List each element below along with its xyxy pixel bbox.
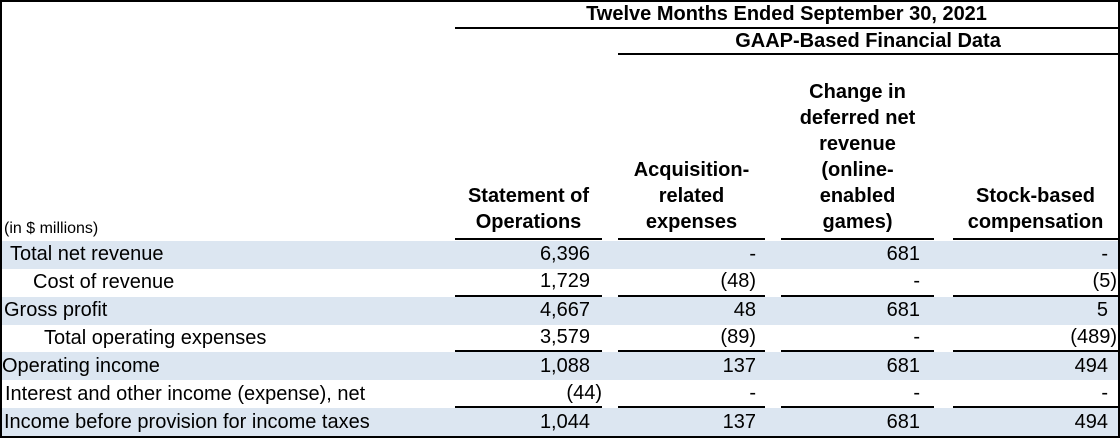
cell-value: - (618, 380, 765, 409)
cell-value: 681 (886, 243, 920, 266)
cell-value: 137 (722, 410, 756, 433)
cell-value: 1,044 (539, 410, 590, 433)
cell-value: 4,667 (539, 299, 590, 322)
cell-value: - (781, 325, 934, 353)
cell-value: - (953, 380, 1118, 409)
cell-value: 681 (886, 410, 920, 433)
cell-value: 681 (886, 299, 920, 322)
row-operating-income: Operating income 1,088 137 681 494 (0, 352, 1120, 381)
cell-value: 48 (733, 299, 756, 322)
cell-value: (489) (953, 325, 1118, 353)
cell-value: 494 (1074, 354, 1108, 377)
row-cost-of-revenue: Cost of revenue 1,729 (48) - (5) (0, 269, 1120, 297)
row-total-operating-expenses: Total operating expenses 3,579 (89) - (4… (0, 325, 1120, 353)
period-header: Twelve Months Ended September 30, 2021 (455, 2, 1118, 29)
row-label: Income before provision for income taxes (4, 410, 370, 433)
table-body: Total net revenue 6,396 - 681 - Cost of … (0, 241, 1120, 437)
cell-value: - (749, 243, 756, 266)
row-label: Operating income (2, 354, 160, 377)
row-income-before-provision-for-income-taxes: Income before provision for income taxes… (0, 408, 1120, 437)
cell-value: (5) (953, 269, 1118, 297)
row-label: Gross profit (4, 299, 108, 322)
row-label: Interest and other income (expense), net (5, 382, 366, 405)
row-label: Total operating expenses (44, 327, 267, 349)
cell-value: - (781, 380, 934, 409)
row-total-net-revenue: Total net revenue 6,396 - 681 - (0, 241, 1120, 269)
cell-value: - (1101, 243, 1108, 266)
units-label: (in $ millions) (4, 220, 99, 237)
cell-value: 6,396 (539, 243, 590, 266)
row-gross-profit: Gross profit 4,667 48 681 5 (0, 296, 1120, 325)
gaap-group-header: GAAP-Based Financial Data (618, 29, 1118, 55)
cell-value: 1,729 (455, 269, 602, 297)
cell-value: 5 (1096, 299, 1108, 322)
column-header-stock-based-compensation: Stock-based compensation (953, 56, 1118, 240)
row-label: Cost of revenue (33, 271, 175, 294)
cell-value: 494 (1074, 410, 1108, 433)
column-header-statement-of-operations: Statement of Operations (455, 29, 602, 240)
cell-value: 681 (886, 354, 920, 377)
cell-value: 1,088 (539, 354, 590, 377)
cell-value: 3,579 (455, 325, 602, 353)
column-header-change-in-deferred-net-revenue: Change in deferred net revenue (online- … (781, 56, 934, 240)
cell-value: (89) (618, 325, 765, 353)
column-header-acquisition-related-expenses: Acquisition- related expenses (618, 56, 765, 240)
cell-value: (48) (618, 269, 765, 297)
row-label: Total net revenue (10, 243, 164, 266)
cell-value: (44) (455, 380, 602, 409)
cell-value: - (781, 269, 934, 297)
row-interest-and-other-income-net: Interest and other income (expense), net… (0, 380, 1120, 409)
cell-value: 137 (722, 354, 756, 377)
